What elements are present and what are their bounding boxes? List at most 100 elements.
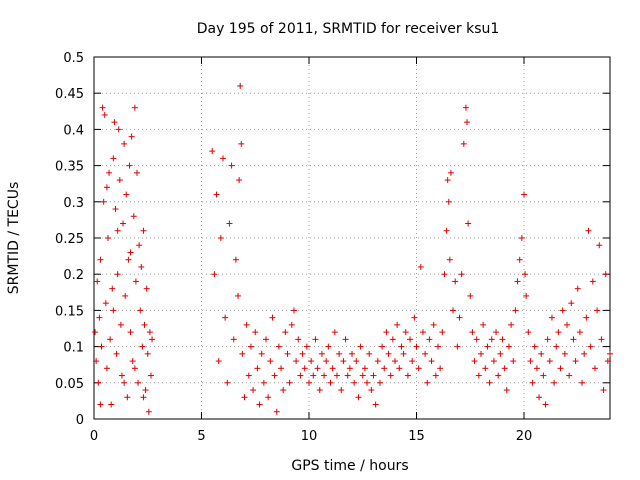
data-point — [329, 365, 336, 372]
data-point — [475, 372, 482, 379]
data-point — [441, 271, 448, 278]
data-point — [531, 343, 538, 350]
data-point — [359, 372, 366, 379]
data-point — [142, 387, 149, 394]
data-point — [422, 350, 429, 357]
data-point — [523, 292, 530, 299]
data-point — [110, 155, 117, 162]
data-point — [355, 394, 362, 401]
data-point — [118, 372, 125, 379]
data-point — [336, 350, 343, 357]
data-point — [559, 307, 566, 314]
data-point — [103, 365, 110, 372]
data-point — [407, 336, 414, 343]
data-point — [548, 314, 555, 321]
chart-title: Day 195 of 2011, SRMTID for receiver ksu… — [197, 21, 500, 37]
data-point — [594, 307, 601, 314]
x-tick-label: 10 — [301, 429, 318, 444]
y-tick-label: 0.25 — [55, 232, 84, 247]
data-point — [282, 329, 289, 336]
data-point — [220, 155, 226, 162]
data-point — [398, 343, 405, 350]
data-point — [478, 350, 484, 357]
data-point — [351, 379, 358, 386]
data-point — [581, 350, 588, 357]
data-point — [508, 321, 515, 328]
data-point — [480, 321, 487, 328]
data-point — [460, 140, 467, 147]
data-point — [570, 336, 577, 343]
data-point — [256, 401, 263, 408]
data-point — [366, 350, 373, 357]
y-tick-label: 0.45 — [55, 87, 84, 102]
data-point — [493, 329, 500, 336]
data-point — [394, 321, 401, 328]
data-point — [92, 329, 99, 336]
data-point — [458, 271, 465, 278]
data-point — [209, 148, 216, 155]
data-point — [576, 329, 583, 336]
data-point — [404, 372, 411, 379]
data-point — [271, 372, 278, 379]
data-point — [97, 401, 104, 408]
data-point — [381, 365, 388, 372]
data-point — [499, 336, 506, 343]
data-point — [232, 256, 239, 263]
data-point — [540, 372, 547, 379]
data-point — [533, 365, 540, 372]
data-point — [587, 343, 594, 350]
data-point — [452, 278, 459, 285]
data-point — [297, 372, 304, 379]
data-point — [596, 242, 603, 249]
data-point — [525, 329, 532, 336]
data-point — [379, 343, 386, 350]
data-point — [149, 336, 156, 343]
data-point — [254, 365, 261, 372]
data-point — [145, 408, 152, 415]
data-point — [402, 329, 409, 336]
data-point — [224, 379, 231, 386]
data-point — [505, 343, 512, 350]
data-point — [430, 321, 437, 328]
data-point — [312, 336, 319, 343]
data-point — [260, 379, 267, 386]
data-point — [428, 358, 435, 365]
data-point — [103, 184, 110, 191]
data-point — [101, 111, 108, 118]
data-point — [284, 350, 291, 357]
data-point — [314, 365, 321, 372]
data-point — [518, 235, 525, 241]
data-point — [139, 343, 146, 350]
data-point — [364, 379, 371, 386]
data-point — [527, 358, 534, 365]
data-point — [439, 329, 446, 336]
data-point — [486, 379, 493, 386]
data-point — [385, 350, 392, 357]
data-point — [318, 350, 325, 357]
data-point — [106, 169, 113, 176]
data-point — [572, 358, 579, 365]
data-point — [542, 401, 549, 408]
data-point — [591, 365, 598, 372]
data-point — [267, 358, 274, 365]
data-point — [265, 394, 272, 401]
data-point — [583, 314, 590, 321]
data-point — [488, 336, 495, 343]
data-point — [415, 365, 422, 372]
data-point — [97, 256, 104, 263]
y-tick-label: 0 — [76, 413, 84, 428]
data-point — [258, 350, 265, 357]
data-point — [536, 394, 543, 401]
data-point — [432, 372, 439, 379]
data-point — [116, 177, 123, 184]
data-point — [239, 350, 246, 357]
data-point — [344, 372, 351, 379]
data-point — [98, 343, 105, 350]
data-point — [226, 220, 233, 227]
data-point — [280, 387, 287, 394]
data-point — [114, 227, 121, 234]
data-point — [389, 336, 396, 343]
data-point — [544, 336, 551, 343]
data-point — [333, 372, 340, 379]
